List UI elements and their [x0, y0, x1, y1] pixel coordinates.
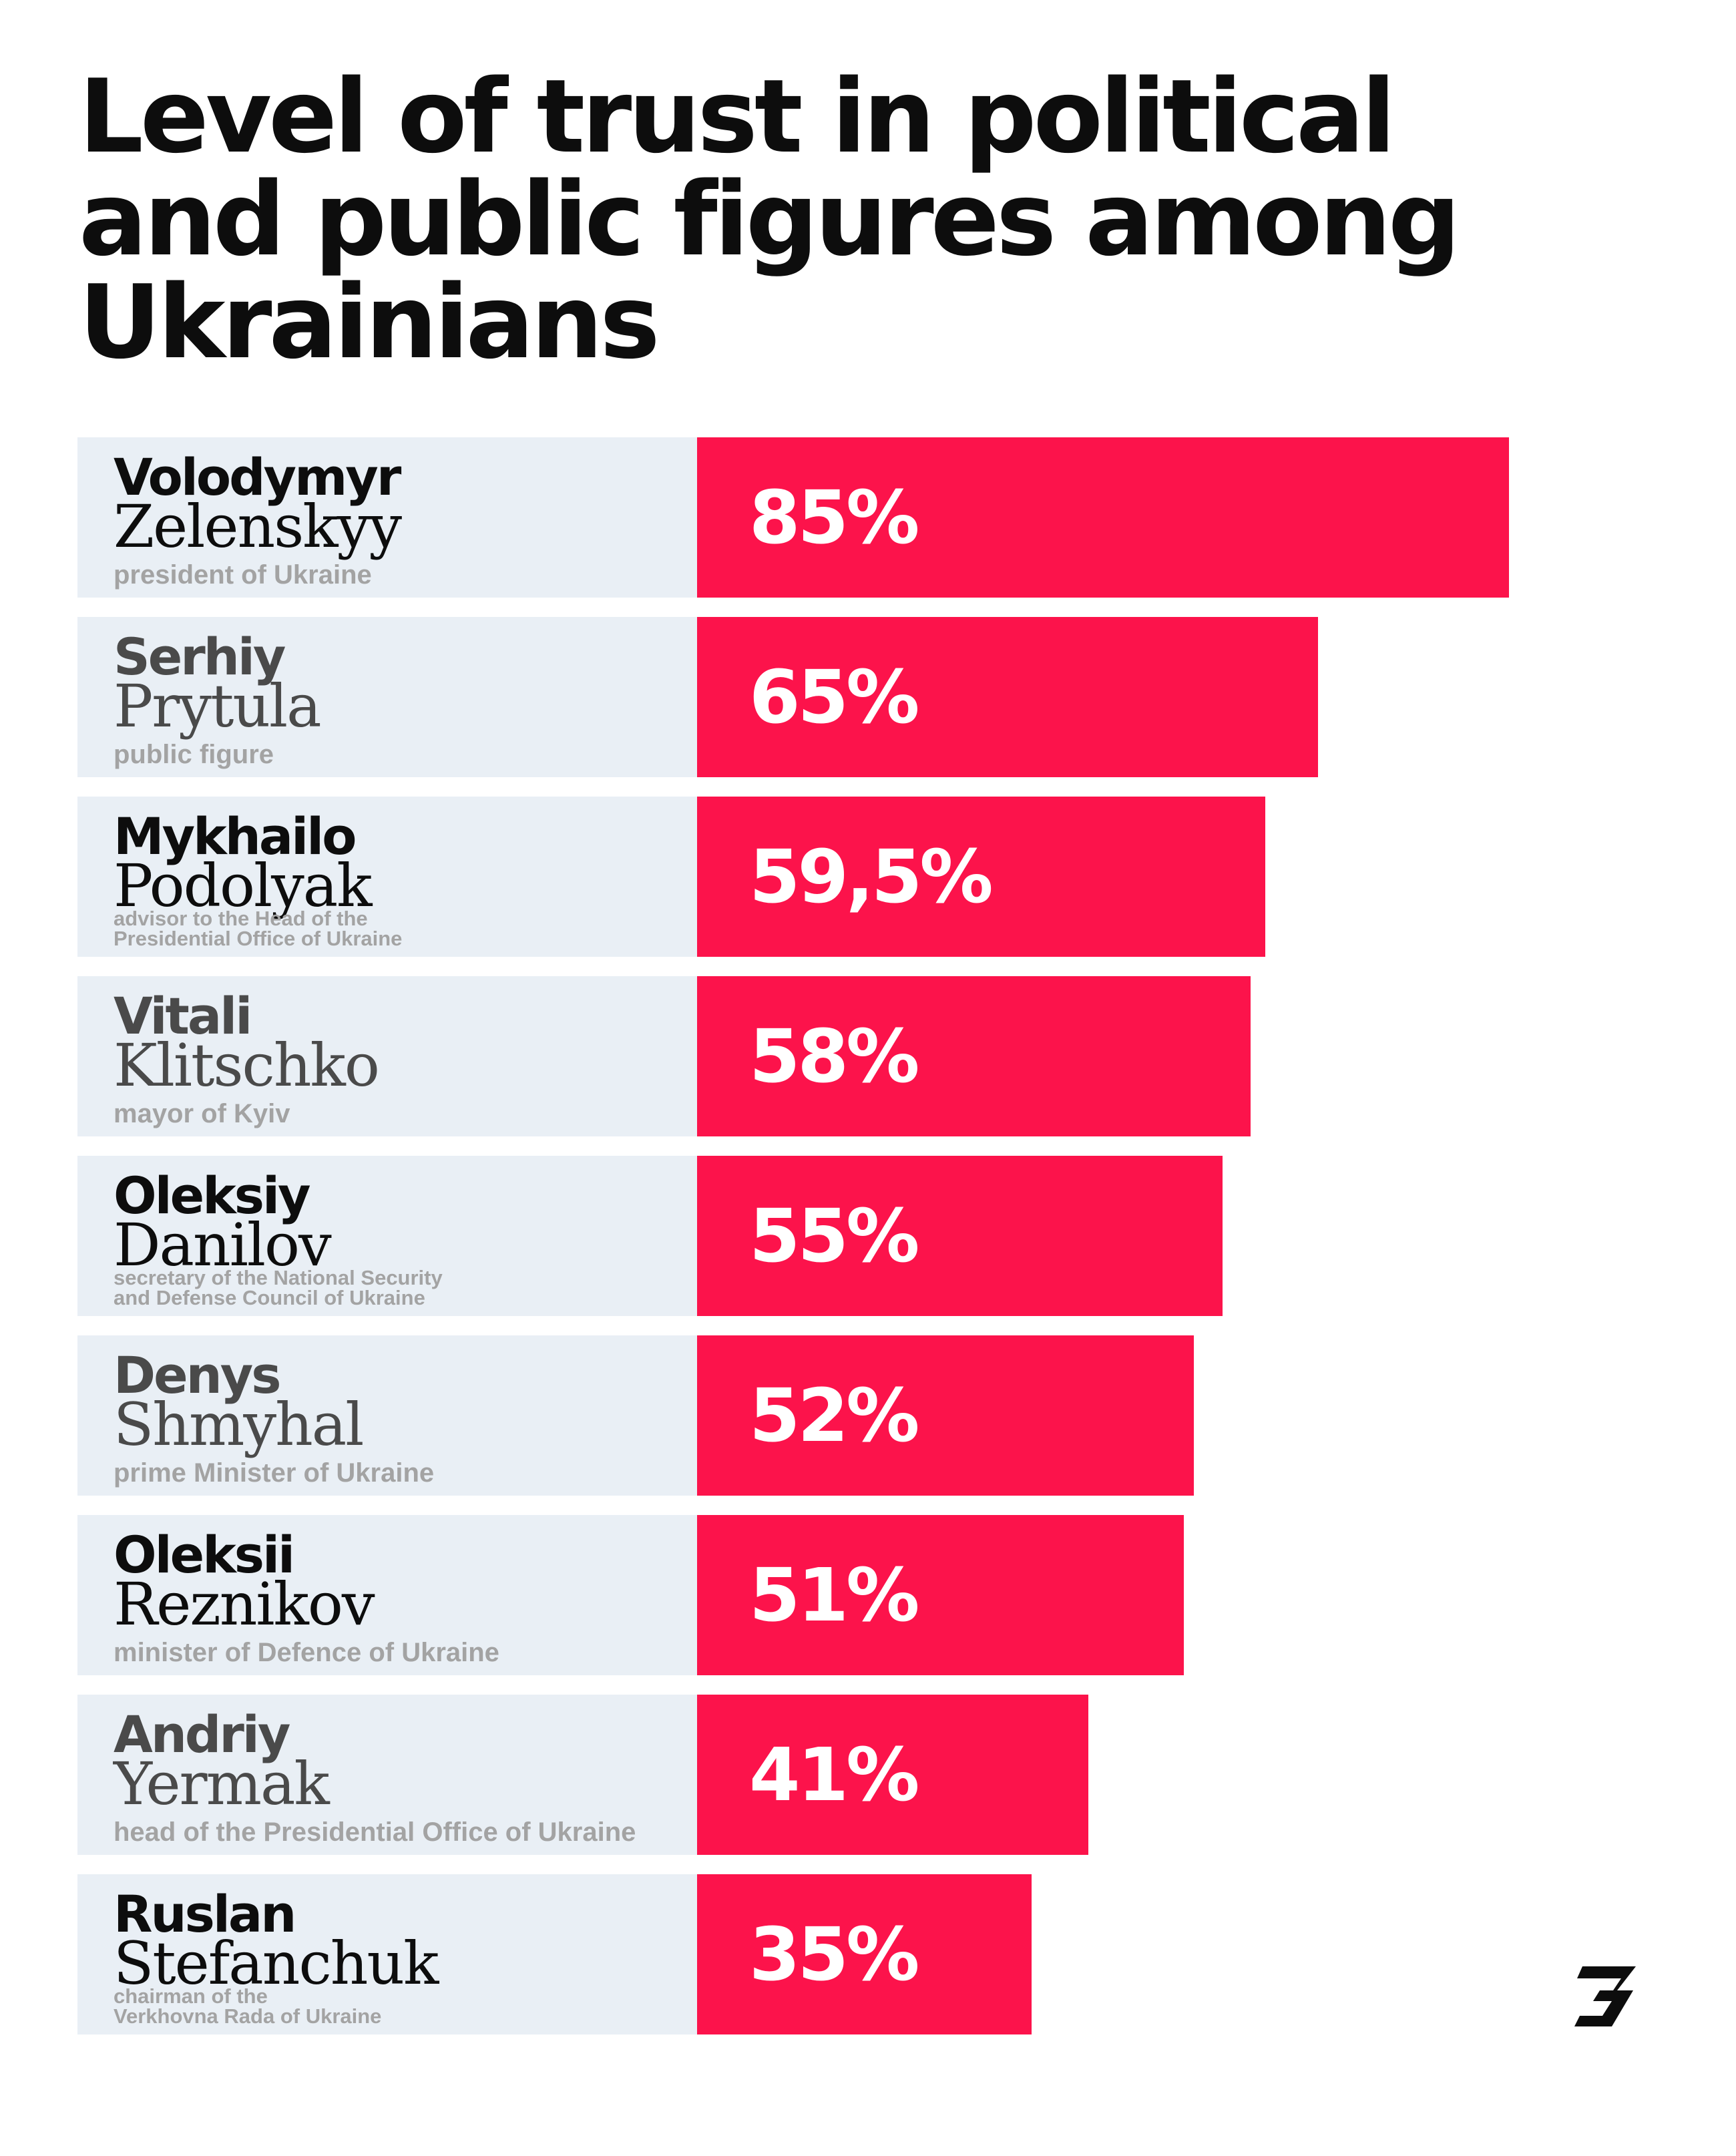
- first-name: Vitali: [114, 986, 252, 1046]
- first-name: Oleksiy: [114, 1166, 311, 1225]
- role-label: president of Ukraine: [114, 562, 661, 588]
- bar-row: Mykhailo Podolyak advisor to the Head of t…: [0, 797, 1736, 957]
- bar-row: Oleksii Reznikov minister of Defence of Uk…: [0, 1515, 1736, 1675]
- first-name: Volodymyr: [114, 447, 401, 507]
- value-label: 51%: [749, 1552, 919, 1638]
- name-label-box: Oleksiy Danilov secretary of the National …: [77, 1156, 697, 1316]
- chart-title: Level of trust in political and public f…: [79, 65, 1614, 374]
- value-label: 85%: [749, 475, 919, 560]
- value-bar: [697, 1335, 1194, 1496]
- first-name: Oleksii: [114, 1525, 295, 1584]
- first-name: Ruslan: [114, 1884, 296, 1944]
- role-line: president of Ukraine: [114, 560, 372, 590]
- value-bar: [697, 1874, 1032, 2034]
- bar-row: Ruslan Stefanchuk chairman of the Verkhovna…: [0, 1874, 1736, 2034]
- last-name: Danilov: [114, 1211, 332, 1279]
- role-line: chairman of the: [114, 1984, 268, 2008]
- value-label: 55%: [749, 1193, 919, 1279]
- role-label: secretary of the National Security and De…: [114, 1266, 661, 1309]
- value-bar: [697, 1515, 1184, 1675]
- brand-logo-mark: [1574, 1966, 1636, 2026]
- role-line: secretary of the National Security: [114, 1266, 443, 1289]
- last-name: Shmyhal: [114, 1390, 364, 1459]
- value-bar: [697, 976, 1251, 1136]
- role-label: minister of Defence of Ukraine: [114, 1639, 661, 1666]
- last-name: Prytula: [114, 672, 322, 740]
- name-label-box: Vitali Klitschko mayor of Kyiv: [77, 976, 697, 1136]
- role-line: advisor to the Head of the: [114, 907, 368, 930]
- value-bar: [697, 1695, 1088, 1855]
- role-line: prime Minister of Ukraine: [114, 1458, 435, 1488]
- last-name: Reznikov: [114, 1570, 375, 1639]
- last-name: Podolyak: [114, 851, 373, 920]
- first-name: Andriy: [114, 1705, 290, 1764]
- value-bar: [697, 1156, 1223, 1316]
- role-label: advisor to the Head of the Presidential O…: [114, 907, 661, 950]
- first-name: Mykhailo: [114, 807, 357, 866]
- role-line: Verkhovna Rada of Ukraine: [114, 2004, 382, 2028]
- last-name: Stefanchuk: [114, 1929, 439, 1998]
- role-label: head of the Presidential Office of Ukrai…: [114, 1819, 661, 1846]
- role-line: Presidential Office of Ukraine: [114, 927, 403, 950]
- role-line: public figure: [114, 740, 274, 769]
- bar-row: Denys Shmyhal prime Minister of Ukraine 52%: [0, 1335, 1736, 1496]
- first-name: Serhiy: [114, 627, 286, 686]
- first-name: Denys: [114, 1345, 282, 1405]
- value-label: 65%: [749, 654, 919, 740]
- last-name: Yermak: [114, 1749, 330, 1818]
- bar-row: Vitali Klitschko mayor of Kyiv 58%: [0, 976, 1736, 1136]
- value-bar: [697, 437, 1509, 598]
- value-label: 41%: [749, 1732, 919, 1817]
- name-label-box: Andriy Yermak head of the Presidential Off…: [77, 1695, 697, 1855]
- name-label-box: Serhiy Prytula public figure: [77, 617, 697, 777]
- role-line: and Defense Council of Ukraine: [114, 1286, 425, 1309]
- last-name: Klitschko: [114, 1031, 380, 1100]
- name-label-box: Oleksii Reznikov minister of Defence of Uk…: [77, 1515, 697, 1675]
- value-bar: [697, 617, 1318, 777]
- role-line: minister of Defence of Ukraine: [114, 1638, 499, 1667]
- value-label: 52%: [749, 1373, 919, 1458]
- brand-logo-icon: [1574, 1966, 1636, 2026]
- role-label: mayor of Kyiv: [114, 1100, 661, 1127]
- role-label: public figure: [114, 741, 661, 768]
- role-label: prime Minister of Ukraine: [114, 1460, 661, 1486]
- chart-title-line: and public figures among: [79, 160, 1461, 278]
- name-label-box: Mykhailo Podolyak advisor to the Head of t…: [77, 797, 697, 957]
- chart-title-line: Ukrainians: [79, 263, 660, 381]
- bar-row: Volodymyr Zelenskyy president of Ukraine 85…: [0, 437, 1736, 598]
- bar-row: Serhiy Prytula public figure 65%: [0, 617, 1736, 777]
- value-bar: [697, 797, 1265, 957]
- bar-row: Oleksiy Danilov secretary of the National …: [0, 1156, 1736, 1316]
- name-label-box: Ruslan Stefanchuk chairman of the Verkhovna…: [77, 1874, 697, 2034]
- role-label: chairman of the Verkhovna Rada of Ukraine: [114, 1986, 661, 2026]
- bar-row: Andriy Yermak head of the Presidential Off…: [0, 1695, 1736, 1855]
- name-label-box: Volodymyr Zelenskyy president of Ukraine: [77, 437, 697, 598]
- value-label: 35%: [749, 1912, 919, 1997]
- role-line: head of the Presidential Office of Ukrai…: [114, 1817, 636, 1847]
- name-label-box: Denys Shmyhal prime Minister of Ukraine: [77, 1335, 697, 1496]
- value-label: 58%: [749, 1014, 919, 1099]
- value-label: 59,5%: [749, 834, 994, 919]
- last-name: Zelenskyy: [114, 492, 402, 561]
- role-line: mayor of Kyiv: [114, 1099, 290, 1128]
- chart-title-line: Level of trust in political: [79, 57, 1396, 176]
